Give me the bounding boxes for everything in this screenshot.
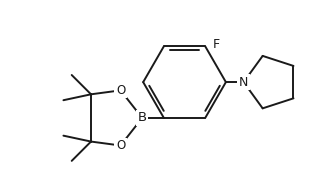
Text: B: B [138, 111, 147, 124]
Text: O: O [116, 84, 125, 97]
Text: F: F [213, 38, 220, 51]
Text: N: N [239, 76, 248, 89]
Text: O: O [116, 139, 125, 152]
